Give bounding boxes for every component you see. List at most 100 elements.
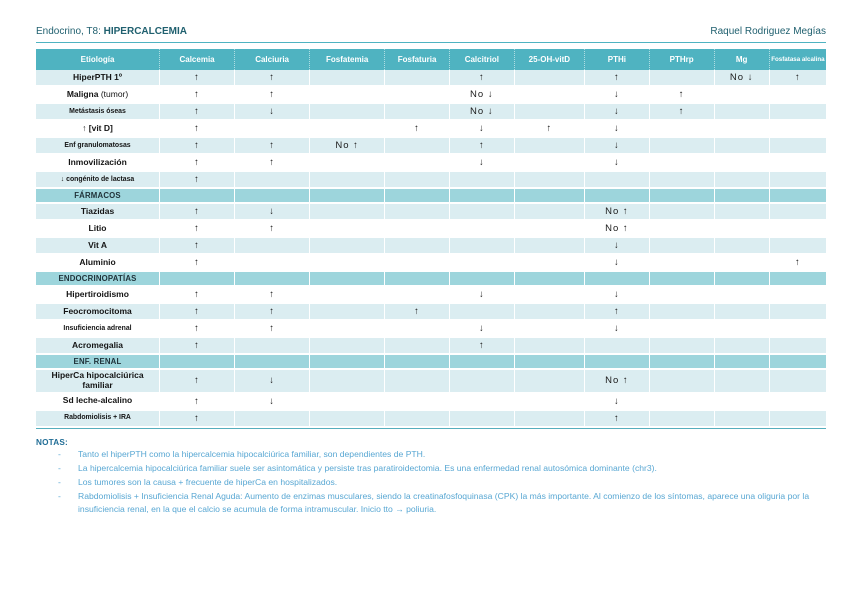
value-cell: ↑ [160, 410, 236, 428]
value-cell [514, 255, 585, 272]
value-cell: No ↑ [585, 370, 650, 394]
value-cell [514, 304, 585, 321]
value-cell [769, 370, 826, 394]
value-cell: ↓ [235, 204, 311, 221]
value-cell [649, 410, 715, 428]
value-cell [514, 410, 585, 428]
etiology-label: Feocromocitoma [36, 304, 161, 321]
value-cell [714, 338, 770, 355]
value-cell [649, 238, 715, 255]
table-row: Rabdomiolisis + IRA ↑ ↑ [36, 410, 826, 428]
value-cell [714, 121, 770, 138]
value-cell: ↑ [235, 321, 311, 338]
table-row: ↓ congénito de lactasa ↑ [36, 172, 826, 189]
value-cell: ↑ [160, 87, 236, 104]
author-name: Raquel Rodriguez Megías [710, 26, 826, 37]
etiology-label: HiperCa hipocalciúrica familiar [36, 370, 161, 394]
section-cell [714, 272, 770, 287]
value-cell: ↑ [235, 304, 311, 321]
value-cell [310, 304, 386, 321]
value-cell: ↑ [160, 155, 236, 172]
value-cell: No ↑ [585, 204, 650, 221]
section-cell [769, 189, 826, 204]
value-cell [449, 255, 515, 272]
value-cell: ↑ [769, 255, 826, 272]
value-cell [649, 304, 715, 321]
section-cell [310, 272, 386, 287]
etiology-label: Vit A [36, 238, 161, 255]
value-cell [235, 238, 311, 255]
value-cell: No ↑ [310, 138, 386, 155]
section-cell [449, 355, 515, 370]
section-cell [235, 355, 311, 370]
value-cell [449, 238, 515, 255]
column-header-5: Calcitriol [449, 49, 515, 70]
value-cell [769, 393, 826, 411]
value-cell [235, 410, 311, 428]
value-cell: ↓ [585, 321, 650, 338]
value-cell [310, 155, 386, 172]
table-row: Metástasis óseas ↑ ↓ No ↓ ↓ ↑ [36, 104, 826, 121]
value-cell [769, 155, 826, 172]
value-cell: ↑ [160, 138, 236, 155]
etiology-label: Litio [36, 221, 161, 238]
value-cell [449, 410, 515, 428]
table-row: HiperCa hipocalciúrica familiar ↑ ↓ No ↑ [36, 370, 826, 394]
value-cell: ↑ [235, 221, 311, 238]
etiology-label: Inmovilización [36, 155, 161, 172]
section-cell [385, 189, 450, 204]
section-row: FÁRMACOS [36, 189, 826, 204]
value-cell [385, 410, 450, 428]
value-cell: ↓ [235, 104, 311, 121]
notes-label: NOTAS: [36, 437, 68, 447]
section-cell [160, 272, 236, 287]
value-cell: ↓ [585, 393, 650, 411]
section-label: ENF. RENAL [36, 355, 161, 370]
value-cell: ↑ [160, 287, 236, 304]
column-header-8: PTHrp [649, 49, 715, 70]
etiology-label: HiperPTH 1º [36, 70, 161, 87]
value-cell: ↑ [160, 204, 236, 221]
section-cell [769, 272, 826, 287]
value-cell: ↓ [585, 138, 650, 155]
value-cell [449, 221, 515, 238]
value-cell [714, 87, 770, 104]
value-cell: ↑ [449, 70, 515, 87]
value-cell [649, 121, 715, 138]
value-cell [310, 255, 386, 272]
value-cell [449, 393, 515, 411]
value-cell: ↑ [235, 70, 311, 87]
value-cell: ↑ [449, 338, 515, 355]
value-cell [385, 287, 450, 304]
etiology-label: Metástasis óseas [36, 104, 161, 121]
value-cell [385, 204, 450, 221]
value-cell: ↑ [649, 104, 715, 121]
value-cell [310, 87, 386, 104]
section-row: ENDOCRINOPATÍAS [36, 272, 826, 287]
value-cell [385, 255, 450, 272]
value-cell: ↑ [449, 138, 515, 155]
value-cell [514, 87, 585, 104]
value-cell [769, 121, 826, 138]
value-cell [769, 138, 826, 155]
value-cell [585, 172, 650, 189]
value-cell [714, 172, 770, 189]
value-cell: ↓ [585, 121, 650, 138]
value-cell [769, 204, 826, 221]
note-item: La hipercalcemia hipocalciúrica familiar… [36, 462, 826, 475]
section-row: ENF. RENAL [36, 355, 826, 370]
value-cell [714, 104, 770, 121]
column-header-1: Calcemia [160, 49, 236, 70]
value-cell [514, 204, 585, 221]
value-cell [514, 393, 585, 411]
table-row: Hipertiroidismo ↑ ↑ ↓ ↓ [36, 287, 826, 304]
value-cell: ↑ [585, 70, 650, 87]
value-cell [714, 255, 770, 272]
section-cell [585, 189, 650, 204]
value-cell [714, 287, 770, 304]
notes-list: Tanto el hiperPTH como la hipercalcemia … [36, 448, 826, 516]
section-cell [310, 355, 386, 370]
value-cell [714, 321, 770, 338]
value-cell [769, 321, 826, 338]
value-cell [310, 204, 386, 221]
